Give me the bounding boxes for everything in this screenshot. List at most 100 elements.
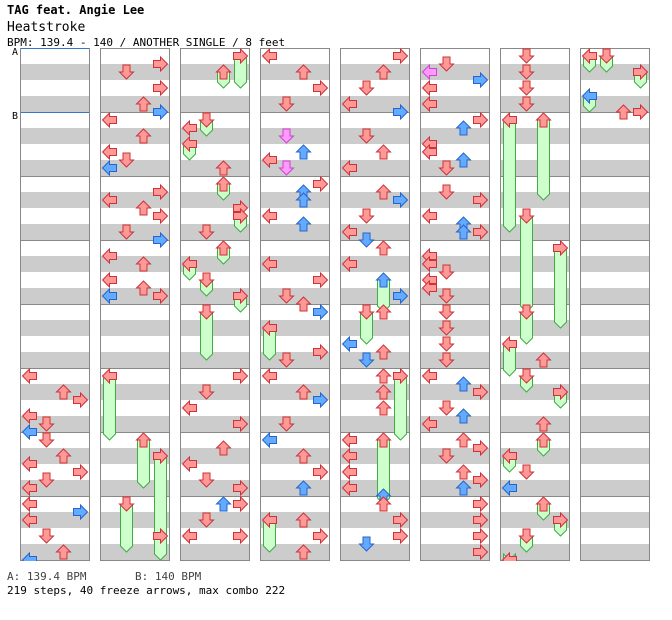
arrow-right (473, 223, 489, 241)
arrow-down (438, 400, 455, 416)
beat-stripe (101, 128, 169, 144)
beat-stripe (341, 160, 409, 176)
arrow-down (198, 272, 215, 288)
beat-stripe (341, 96, 409, 112)
arrow-up (375, 368, 392, 384)
arrow-right (233, 479, 249, 497)
arrow-up (215, 240, 232, 256)
arrow-down (38, 528, 55, 544)
beat-stripe (181, 96, 249, 112)
beat-stripe (21, 512, 89, 528)
arrow-up (455, 152, 472, 168)
arrow-left (421, 279, 437, 297)
beat-stripe (341, 224, 409, 240)
arrow-up (135, 256, 152, 272)
beat-stripe (421, 96, 489, 112)
beat-stripe (581, 416, 649, 432)
arrow-right (153, 207, 169, 225)
chart-info: BPM: 139.4 - 140 / ANOTHER SINGLE / 8 fe… (7, 36, 286, 49)
arrow-left (341, 255, 357, 273)
beat-stripe (21, 256, 89, 272)
arrow-up (135, 432, 152, 448)
arrow-down (38, 432, 55, 448)
chart-stats: 219 steps, 40 freeze arrows, max combo 2… (7, 584, 286, 597)
arrow-right (553, 511, 569, 529)
arrow-left (101, 143, 117, 161)
beat-stripe (261, 352, 329, 368)
beat-stripe (101, 320, 169, 336)
beat-stripe (261, 128, 329, 144)
arrow-up (295, 216, 312, 232)
arrow-down (118, 64, 135, 80)
beat-stripe (421, 352, 489, 368)
beat-stripe (261, 288, 329, 304)
beat-stripe (421, 416, 489, 432)
arrow-up (215, 440, 232, 456)
beat-stripe (341, 192, 409, 208)
arrow-left (181, 527, 197, 545)
arrow-down (518, 64, 535, 80)
arrow-right (473, 71, 489, 89)
arrow-left (261, 367, 277, 385)
arrow-left (341, 479, 357, 497)
arrow-down (118, 152, 135, 168)
beat-stripe (421, 544, 489, 560)
arrow-up (455, 432, 472, 448)
beat-stripe (341, 320, 409, 336)
arrow-right (313, 463, 329, 481)
bpm-a-label: A: 139.4 BPM (7, 570, 87, 583)
arrow-down (438, 184, 455, 200)
beat-stripe (21, 352, 89, 368)
beat-stripe (581, 96, 649, 112)
arrow-down (278, 352, 295, 368)
arrow-left (421, 63, 437, 81)
beat-stripe (261, 256, 329, 272)
arrow-left (261, 319, 277, 337)
arrow-up (295, 296, 312, 312)
arrow-left (581, 87, 597, 105)
arrow-left (501, 551, 517, 561)
arrow-left (21, 495, 37, 513)
column-border (100, 48, 170, 561)
beat-stripe (261, 64, 329, 80)
beat-stripe (421, 192, 489, 208)
beat-stripe (501, 480, 569, 496)
arrow-down (358, 232, 375, 248)
arrow-up (455, 464, 472, 480)
beat-stripe (501, 384, 569, 400)
arrow-up (535, 112, 552, 128)
beat-stripe (341, 512, 409, 528)
arrow-up (455, 376, 472, 392)
beat-stripe (101, 64, 169, 80)
arrow-right (633, 103, 649, 121)
beat-stripe (341, 480, 409, 496)
freeze-arrow-left (103, 375, 116, 441)
arrow-down (278, 288, 295, 304)
column-border (340, 48, 410, 561)
beat-stripe (261, 512, 329, 528)
column-border (500, 48, 570, 561)
arrow-down (438, 352, 455, 368)
beat-stripe (421, 480, 489, 496)
arrow-down (438, 320, 455, 336)
column-border (420, 48, 490, 561)
arrow-right (393, 48, 409, 65)
arrow-right (473, 111, 489, 129)
arrow-up (215, 64, 232, 80)
arrow-up (375, 432, 392, 448)
arrow-right (553, 239, 569, 257)
arrow-up (295, 448, 312, 464)
arrow-left (501, 111, 517, 129)
arrow-up (375, 384, 392, 400)
arrow-right (73, 391, 89, 409)
arrow-right (153, 231, 169, 249)
beat-stripe (181, 128, 249, 144)
arrow-down (118, 224, 135, 240)
arrow-right (233, 367, 249, 385)
beat-stripe (341, 448, 409, 464)
beat-stripe (21, 448, 89, 464)
beat-stripe (21, 320, 89, 336)
arrow-left (501, 479, 517, 497)
arrow-up (375, 344, 392, 360)
beat-stripe (581, 160, 649, 176)
